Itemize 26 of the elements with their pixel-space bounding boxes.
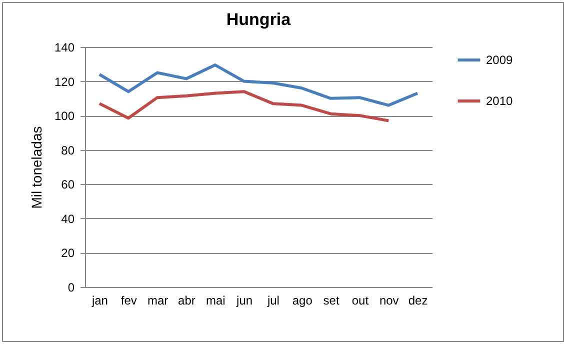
chart-title: Hungria: [226, 10, 292, 29]
line-series: [98, 64, 420, 107]
x-tick-label: jun: [236, 294, 253, 308]
x-tick-label: abr: [178, 294, 196, 308]
y-tick-label: 120: [54, 74, 75, 89]
x-tick-label: ago: [292, 294, 313, 308]
legend-label: 2010: [486, 94, 514, 108]
y-tick-label: 100: [54, 109, 75, 124]
y-tick-label: 40: [61, 212, 75, 226]
x-tick-label: mai: [206, 294, 226, 308]
x-tick-label: out: [352, 294, 370, 308]
y-tick-label: 0: [68, 280, 75, 294]
x-tick-label: fev: [120, 294, 137, 308]
x-tick-label: set: [323, 294, 340, 308]
x-tick-label: jan: [90, 294, 108, 308]
legend-label: 2009: [486, 53, 514, 67]
x-tick-label: mar: [147, 294, 168, 308]
y-tick-label: 60: [61, 178, 75, 192]
y-axis-title: Mil toneladas: [28, 126, 44, 209]
line-series: [98, 90, 390, 122]
y-tick-label: 20: [61, 246, 75, 260]
x-tick-label: nov: [379, 294, 399, 308]
y-tick-label: 80: [61, 143, 75, 158]
x-tick-label: jul: [266, 294, 280, 308]
y-tick-label: 140: [54, 40, 75, 54]
x-tick-label: dez: [408, 294, 428, 308]
